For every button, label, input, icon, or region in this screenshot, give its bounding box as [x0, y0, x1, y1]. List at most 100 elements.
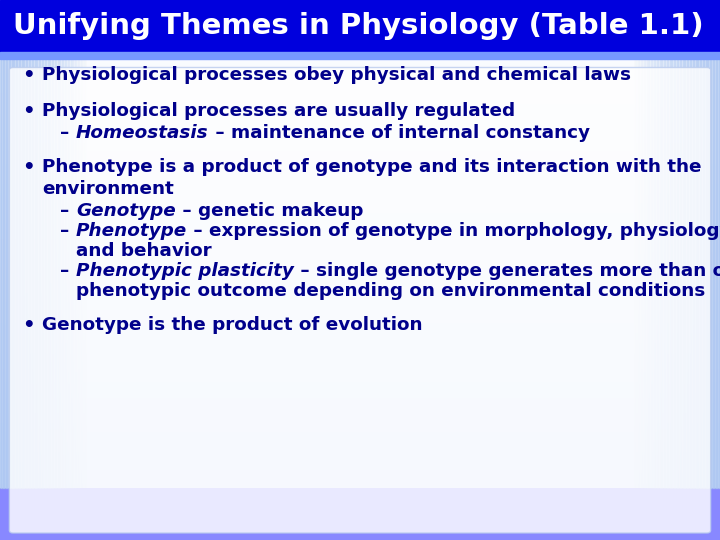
Bar	[0, 97, 720, 99]
Text: •: •	[22, 102, 35, 121]
Bar	[30, 0, 32, 488]
Bar	[0, 156, 720, 158]
Bar	[0, 220, 720, 222]
Bar	[0, 278, 720, 280]
Bar	[0, 180, 720, 182]
Bar	[0, 100, 720, 103]
Bar	[0, 154, 720, 156]
Bar	[68, 0, 69, 488]
Bar	[0, 468, 720, 470]
Bar	[0, 442, 720, 444]
Bar	[0, 64, 720, 66]
Text: Phenotypic plasticity: Phenotypic plasticity	[76, 262, 294, 280]
Bar	[710, 0, 711, 488]
Bar	[0, 191, 720, 193]
Bar	[0, 406, 720, 408]
Bar	[0, 297, 720, 299]
Bar	[0, 367, 720, 369]
Bar	[0, 201, 720, 203]
Bar	[0, 83, 720, 85]
Bar	[707, 0, 708, 488]
Bar	[0, 120, 720, 122]
Bar	[0, 365, 720, 367]
Bar	[0, 312, 720, 314]
Bar	[0, 0, 1, 488]
Bar	[0, 162, 720, 164]
Bar	[33, 0, 35, 488]
Text: – maintenance of internal constancy: – maintenance of internal constancy	[209, 124, 590, 142]
Bar	[0, 224, 720, 226]
Text: and behavior: and behavior	[76, 242, 212, 260]
Bar	[13, 0, 14, 488]
Bar	[675, 0, 677, 488]
Bar	[0, 14, 720, 16]
Bar	[0, 455, 720, 457]
Bar	[0, 198, 720, 200]
Bar	[0, 260, 720, 262]
Bar	[0, 476, 720, 478]
Bar	[0, 482, 720, 484]
Bar	[0, 215, 720, 218]
Bar	[0, 183, 720, 185]
Bar	[0, 434, 720, 436]
Bar	[0, 66, 720, 68]
Bar	[711, 0, 713, 488]
Bar	[0, 295, 720, 298]
Bar	[0, 315, 720, 317]
Bar	[26, 0, 27, 488]
Bar	[0, 170, 720, 172]
Bar	[0, 27, 720, 29]
Bar	[0, 212, 720, 214]
Bar	[0, 138, 720, 140]
Bar	[654, 0, 655, 488]
Bar	[0, 241, 720, 244]
Bar	[0, 117, 720, 119]
Bar	[0, 149, 720, 151]
Text: Phenotype: Phenotype	[76, 222, 187, 240]
Bar	[639, 0, 641, 488]
Bar	[0, 96, 720, 98]
Bar	[0, 52, 720, 59]
Bar	[0, 59, 720, 62]
Bar	[687, 0, 688, 488]
Bar	[0, 375, 720, 377]
Bar	[0, 86, 720, 88]
Bar	[0, 37, 720, 39]
Bar	[0, 386, 720, 388]
Bar	[0, 279, 720, 281]
Bar	[0, 481, 720, 483]
Bar	[0, 354, 720, 356]
Bar	[655, 0, 657, 488]
Bar	[0, 91, 720, 93]
Bar	[717, 0, 719, 488]
Bar	[0, 333, 720, 335]
Bar	[0, 363, 720, 366]
Bar	[0, 352, 720, 354]
Bar	[39, 0, 40, 488]
Bar	[0, 185, 720, 187]
Text: Homeostasis: Homeostasis	[76, 124, 209, 142]
Bar	[0, 89, 720, 91]
Bar	[0, 1, 720, 3]
Bar	[0, 79, 720, 82]
Bar	[0, 261, 720, 264]
Bar	[0, 143, 720, 145]
Bar	[0, 53, 720, 55]
Bar	[0, 437, 720, 439]
Bar	[0, 214, 720, 216]
Bar	[0, 388, 720, 390]
Bar	[694, 0, 696, 488]
Bar	[0, 326, 720, 328]
Bar	[0, 402, 720, 404]
Bar	[36, 0, 37, 488]
Text: phenotypic outcome depending on environmental conditions: phenotypic outcome depending on environm…	[76, 282, 706, 300]
Bar	[0, 328, 720, 330]
Bar	[0, 440, 720, 442]
Bar	[0, 321, 720, 323]
Bar	[0, 360, 720, 362]
Bar	[0, 396, 720, 398]
Bar	[0, 3, 720, 5]
Bar	[63, 0, 65, 488]
Bar	[0, 222, 720, 224]
Bar	[0, 207, 720, 210]
